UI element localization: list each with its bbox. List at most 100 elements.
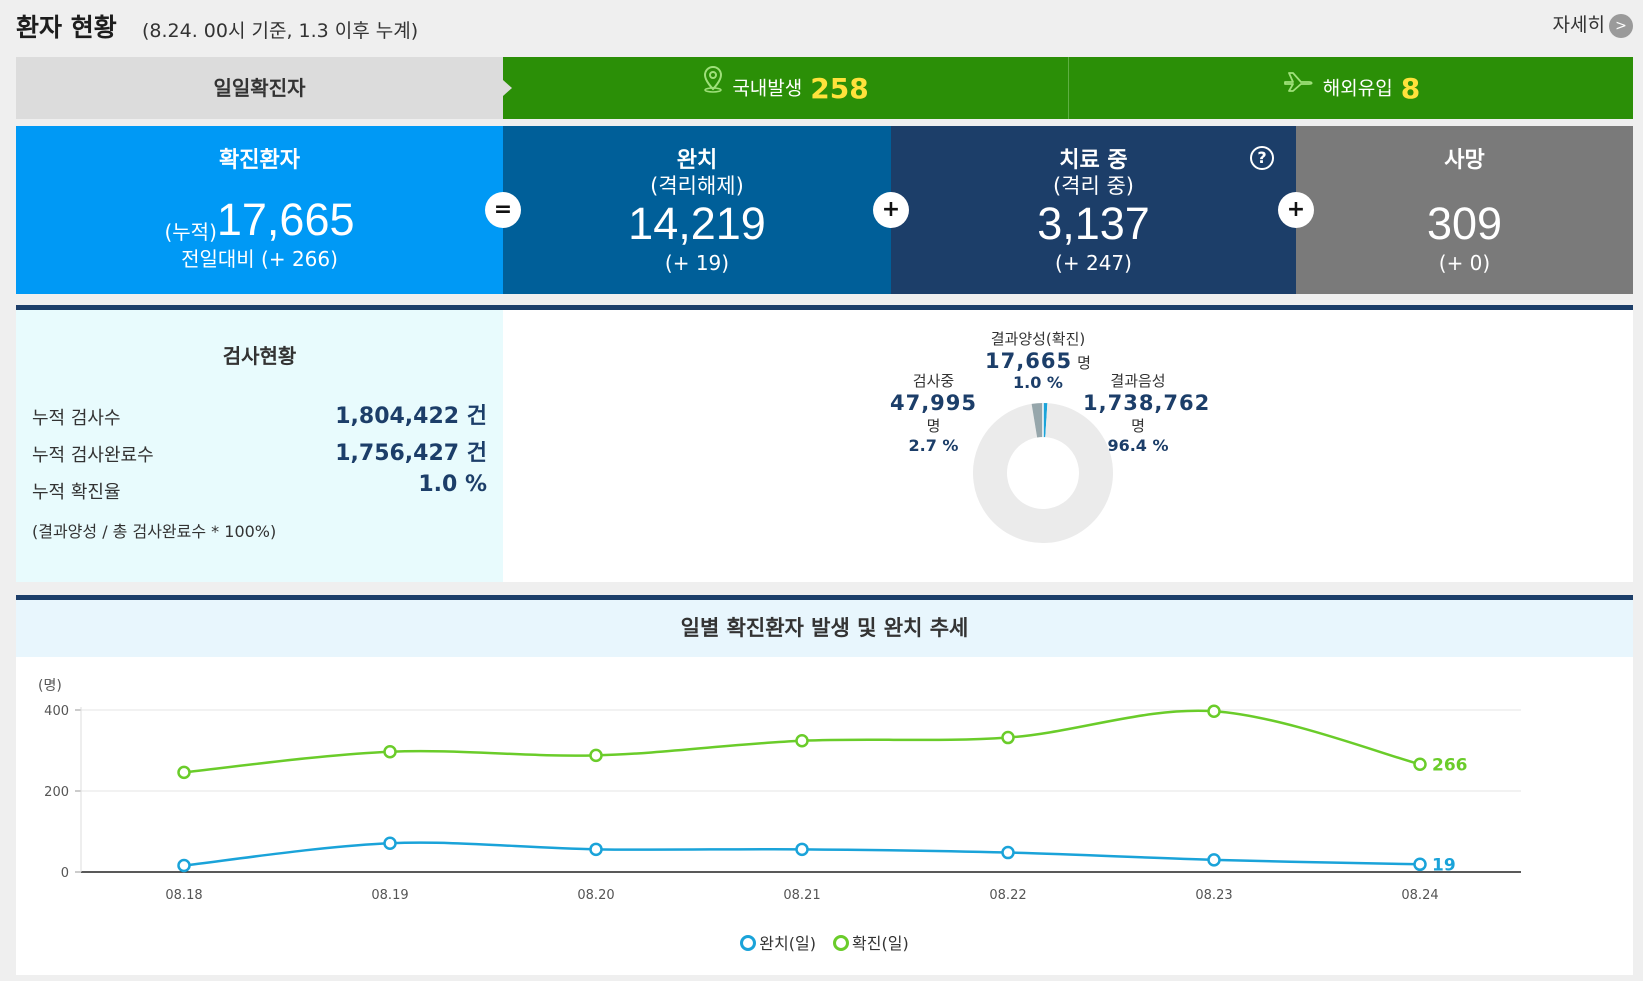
- released-title: 완치: [676, 148, 718, 173]
- released-subtitle: (격리해제): [650, 174, 744, 198]
- y-tick-label: 0: [61, 866, 69, 881]
- x-tick-label: 08.23: [1195, 888, 1232, 903]
- positive-value: 17,665: [985, 349, 1073, 373]
- data-point[interactable]: [383, 744, 397, 759]
- test-note: (결과양성 / 총 검사완료수 * 100%): [32, 522, 277, 541]
- test-summary: 검사현황 누적 검사수 1,804,422 건 누적 검사완료수 1,756,4…: [16, 310, 503, 582]
- treating-subtitle: (격리 중): [1052, 174, 1135, 198]
- testing-label: 검사중: [912, 372, 955, 390]
- treating-title: 치료 중: [1059, 148, 1128, 173]
- donut-label-positive: 결과양성(확진) 17,665 명 1.0 %: [983, 328, 1093, 392]
- test-row-value: 1,756,427 건: [335, 441, 487, 466]
- treating-card: 치료 중 (격리 중) 3,137 (+ 247) ?: [891, 126, 1296, 294]
- positive-pct: 1.0 %: [1013, 373, 1063, 392]
- negative-label: 결과음성: [1110, 372, 1166, 390]
- legend-marker: [833, 935, 850, 951]
- data-point[interactable]: [589, 842, 603, 857]
- test-row-label: 누적 검사완료수: [32, 445, 154, 466]
- header: 환자 현황 (8.24. 00시 기준, 1.3 이후 누계) 자세히 >: [16, 6, 1633, 46]
- negative-unit: 명: [1131, 417, 1145, 435]
- confirmed-prefix: (누적): [164, 220, 217, 244]
- positive-label: 결과양성(확진): [990, 330, 1086, 348]
- page-subtitle: (8.24. 00시 기준, 1.3 이후 누계): [142, 20, 419, 42]
- x-tick-label: 08.19: [371, 888, 408, 903]
- legend-label: 확진(일): [852, 934, 909, 953]
- plus-icon: +: [1278, 192, 1314, 228]
- donut-label-testing: 검사중 47,995 명 2.7 %: [881, 370, 986, 455]
- released-card: 완치 (격리해제) 14,219 (+ 19): [503, 126, 891, 294]
- data-point[interactable]: [589, 748, 603, 763]
- data-point[interactable]: [177, 858, 191, 873]
- data-point[interactable]: [383, 836, 397, 850]
- test-row-label: 누적 확진율: [32, 482, 121, 503]
- airplane-icon: [1283, 56, 1315, 118]
- legend-item-confirmed[interactable]: 확진(일): [833, 930, 909, 954]
- arrow-notch: [503, 80, 512, 96]
- test-status-panel: 검사현황 누적 검사수 1,804,422 건 누적 검사완료수 1,756,4…: [16, 305, 1633, 582]
- chart-title: 일별 확진환자 발생 및 완치 추세: [16, 600, 1633, 657]
- x-tick-label: 08.22: [989, 888, 1026, 903]
- more-link[interactable]: 자세히 >: [1553, 10, 1633, 38]
- deaths-title: 사망: [1444, 148, 1485, 173]
- test-title: 검사현황: [222, 344, 297, 368]
- treating-diff: (+ 247): [1055, 251, 1132, 275]
- chevron-right-icon[interactable]: >: [1609, 13, 1633, 38]
- released-diff: (+ 19): [664, 251, 730, 275]
- released-value: 14,219: [628, 198, 766, 249]
- chart-legend: 완치(일) 확진(일): [16, 930, 1633, 954]
- confirmed-diff: 전일대비 (+ 266): [181, 247, 338, 271]
- test-row: 누적 검사수 1,804,422 건: [32, 398, 487, 429]
- donut-slice-testing: [1031, 403, 1044, 438]
- deaths-card: 사망 309 (+ 0): [1296, 126, 1633, 294]
- daily-breakdown: 국내발생 258 해외유입 8: [503, 57, 1633, 119]
- data-point[interactable]: [795, 842, 809, 857]
- testing-pct: 2.7 %: [908, 436, 959, 455]
- negative-pct: 96.4 %: [1107, 436, 1169, 455]
- data-label: 19: [1432, 855, 1456, 875]
- y-axis-label: (명): [38, 678, 62, 694]
- data-point[interactable]: [1413, 857, 1427, 872]
- page-title: 환자 현황: [16, 13, 117, 42]
- testing-value: 47,995: [889, 391, 978, 415]
- negative-value: 1,738,762: [1083, 391, 1211, 415]
- location-pin-icon: [702, 56, 724, 118]
- overseas-value: 8: [1400, 71, 1421, 105]
- confirmed-title: 확진환자: [219, 148, 300, 173]
- test-row: 누적 확진율 1.0 %: [32, 472, 487, 503]
- deaths-diff: (+ 0): [1438, 251, 1491, 275]
- domestic-value: 258: [810, 71, 869, 105]
- data-point[interactable]: [1001, 845, 1015, 860]
- data-point[interactable]: [1001, 730, 1015, 745]
- domestic-cases: 국내발생 258: [503, 57, 1068, 119]
- more-label[interactable]: 자세히: [1552, 14, 1605, 36]
- data-point[interactable]: [1207, 853, 1221, 867]
- deaths-value: 309: [1426, 198, 1503, 249]
- donut-slice-negative: [973, 403, 1113, 543]
- daily-confirmed-row: 일일확진자 국내발생 258 해외유입 8: [16, 57, 1633, 119]
- equals-icon: =: [485, 192, 521, 228]
- data-point[interactable]: [1207, 704, 1221, 718]
- overseas-label: 해외유입: [1322, 77, 1393, 100]
- data-point[interactable]: [177, 765, 191, 780]
- test-row-value: 1.0 %: [418, 472, 487, 497]
- help-icon[interactable]: ?: [1250, 146, 1274, 170]
- legend-item-released[interactable]: 완치(일): [740, 930, 816, 954]
- test-row-value: 1,804,422 건: [335, 404, 487, 429]
- x-tick-label: 08.24: [1401, 888, 1438, 903]
- plus-icon: +: [873, 192, 909, 228]
- test-donut-area: 검사중 47,995 명 2.7 % 결과양성(확진) 17,665 명 1.0…: [503, 310, 1633, 582]
- legend-marker: [740, 935, 757, 951]
- test-donut-chart: [973, 403, 1113, 543]
- testing-unit: 명: [926, 417, 941, 435]
- overseas-cases: 해외유입 8: [1069, 57, 1634, 119]
- y-tick-label: 400: [44, 704, 69, 719]
- trend-line-chart: (명) 0 200 400 08.18 08.19 08.20 08.21 08.22 08.23…: [38, 678, 1521, 903]
- x-tick-label: 08.21: [783, 888, 820, 903]
- legend-label: 완치(일): [759, 934, 816, 953]
- treating-value: 3,137: [1037, 198, 1150, 249]
- data-point[interactable]: [1413, 757, 1427, 772]
- y-tick-label: 200: [44, 785, 69, 800]
- data-label: 266: [1432, 755, 1468, 775]
- confirmed-card: 확진환자 (누적)17,665 전일대비 (+ 266): [16, 126, 503, 294]
- data-point[interactable]: [795, 734, 809, 748]
